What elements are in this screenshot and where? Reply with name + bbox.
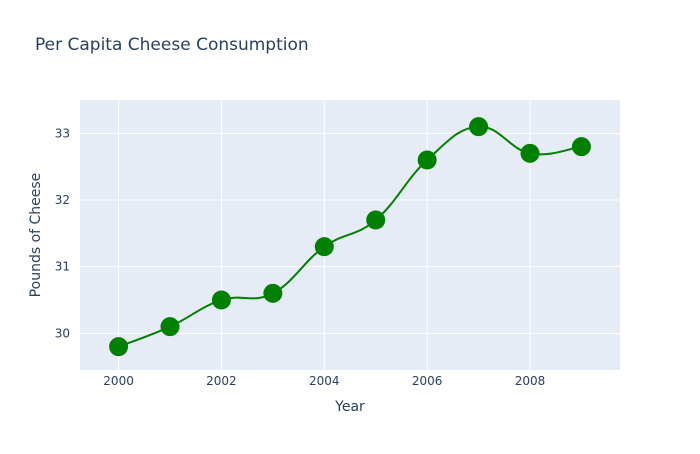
y-tick-labels: 30 31 32 33 [55, 126, 70, 340]
data-point-2002[interactable] [211, 290, 231, 310]
data-point-2006[interactable] [417, 150, 437, 170]
x-axis-title: Year [334, 399, 365, 415]
series-line [118, 125, 582, 348]
y-gridlines [80, 132, 620, 334]
data-point-2003[interactable] [263, 283, 283, 303]
data-point-2005[interactable] [366, 210, 386, 230]
x-tick-label: 2008 [515, 374, 546, 388]
y-tick-label: 33 [55, 126, 70, 140]
y-tick-label: 32 [55, 193, 70, 207]
y-tick-label: 31 [55, 260, 70, 274]
data-point-2007[interactable] [469, 117, 489, 137]
data-point-2008[interactable] [520, 143, 540, 163]
x-gridlines [118, 100, 531, 370]
x-tick-label: 2004 [309, 374, 340, 388]
data-point-2001[interactable] [160, 317, 180, 337]
x-tick-labels: 2000 2002 2004 2006 2008 [103, 374, 545, 388]
y-tick-label: 30 [55, 326, 70, 340]
data-markers [109, 117, 591, 357]
data-point-2009[interactable] [571, 137, 591, 157]
x-tick-label: 2002 [206, 374, 237, 388]
data-point-2004[interactable] [314, 237, 334, 257]
x-tick-label: 2000 [103, 374, 134, 388]
data-point-2000[interactable] [109, 337, 129, 357]
y-axis-title: Pounds of Cheese [28, 173, 44, 298]
chart-title: Per Capita Cheese Consumption [35, 35, 309, 55]
x-tick-label: 2006 [412, 374, 443, 388]
